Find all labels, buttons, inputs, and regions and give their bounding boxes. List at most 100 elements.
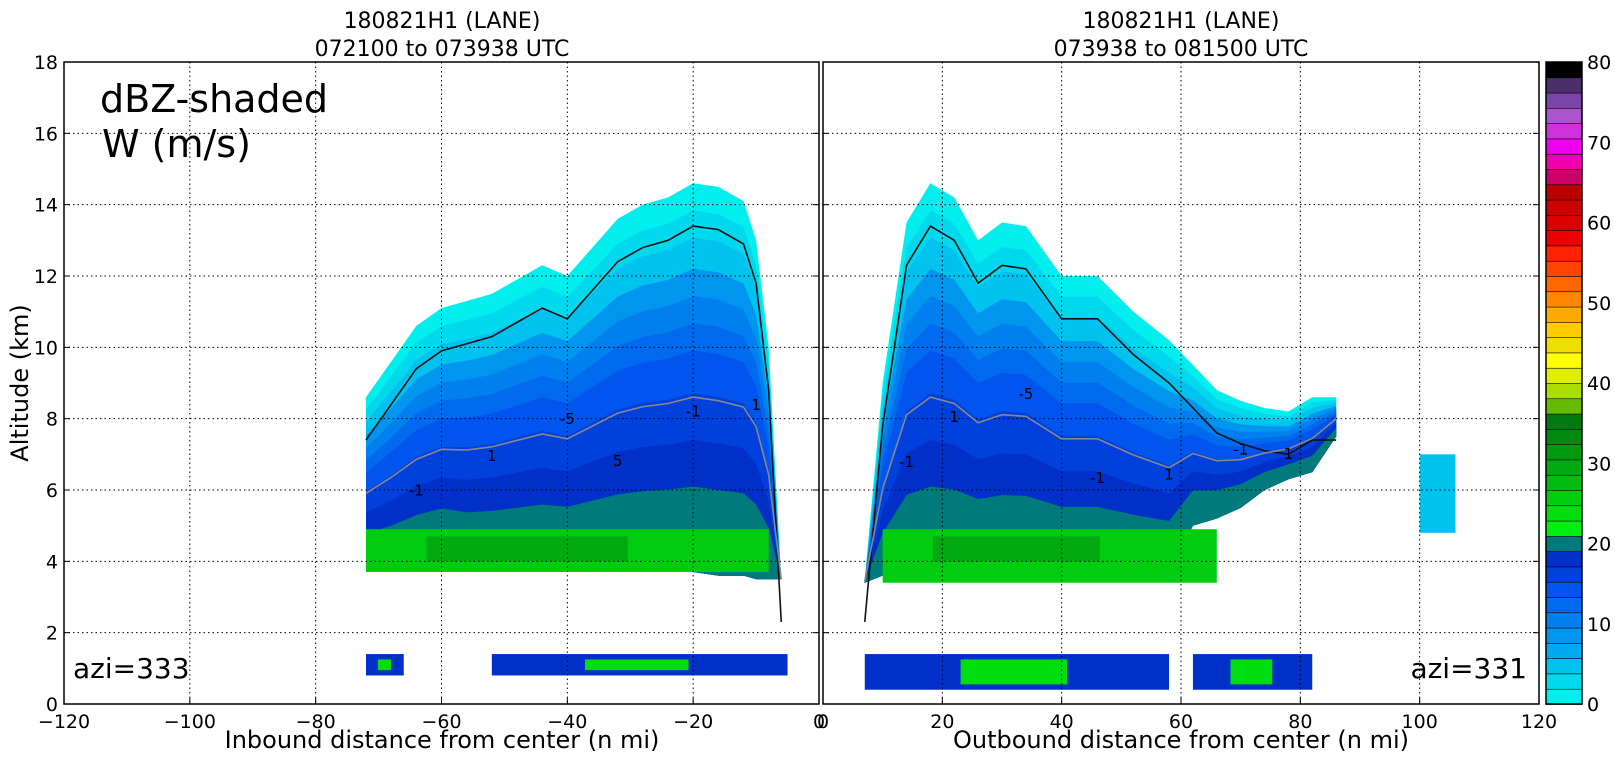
- contour-label: 1: [1284, 445, 1294, 463]
- contour-label: 1: [751, 396, 761, 414]
- colorbar-swatch: [1545, 138, 1583, 155]
- colorbar-swatch: [1545, 657, 1583, 675]
- low-level-echo-core: [960, 659, 1068, 685]
- contour-label: 1: [1164, 465, 1174, 483]
- x-tick-label: 0: [813, 711, 825, 733]
- y-tick-label: 16: [34, 123, 58, 145]
- right-vertical-velocity-contours: -1 1 -5 -1 1 -1 1: [863, 224, 1337, 623]
- downdraft-contour: [365, 396, 783, 580]
- colorbar-tick-label: 10: [1587, 614, 1611, 636]
- right-title-line-2: 073938 to 081500 UTC: [1054, 37, 1309, 62]
- right-x-axis-label: Outbound distance from center (n mi): [953, 726, 1409, 754]
- y-tick-label: 8: [46, 409, 58, 431]
- isolated-echo: [1419, 454, 1456, 533]
- contour-label: -1: [686, 403, 701, 421]
- colorbar-swatch: [1545, 397, 1583, 415]
- colorbar-swatch: [1545, 290, 1583, 308]
- y-tick-label: 4: [46, 551, 58, 573]
- updraft-contour: [365, 225, 783, 623]
- contour-label: -1: [1090, 469, 1105, 487]
- colorbar-swatch: [1545, 520, 1583, 537]
- colorbar-tick-label: 70: [1587, 132, 1611, 154]
- colorbar-swatch: [1545, 611, 1583, 629]
- contour-label: -1: [899, 453, 914, 471]
- contour-label: -5: [560, 410, 575, 428]
- colorbar-tick-label: 60: [1587, 213, 1611, 235]
- colorbar-swatch: [1545, 61, 1583, 79]
- x-tick-label: −100: [164, 711, 216, 733]
- x-tick-label: −40: [547, 711, 587, 733]
- right-reflectivity-field: [864, 183, 1456, 690]
- contour-label: 5: [613, 452, 623, 470]
- x-tick-label: −60: [421, 711, 461, 733]
- colorbar-tick-label: 40: [1587, 373, 1611, 395]
- low-level-echo-core: [584, 659, 689, 671]
- colorbar-swatch: [1545, 550, 1583, 568]
- contour-label: -5: [1018, 385, 1033, 403]
- colorbar-swatch: [1545, 183, 1583, 201]
- bright-band-core: [426, 536, 628, 562]
- annotation-w-units: W (m/s): [102, 122, 251, 166]
- left-panel-title: 180821H1 (LANE) 072100 to 073938 UTC: [315, 9, 570, 62]
- x-tick-label: 60: [1169, 711, 1193, 733]
- colorbar-swatch: [1545, 474, 1583, 491]
- x-tick-label: 40: [1050, 711, 1074, 733]
- contour-label: -1: [409, 482, 424, 500]
- colorbar-swatch: [1545, 367, 1583, 384]
- left-title-line-1: 180821H1 (LANE): [344, 9, 541, 34]
- x-tick-label: 100: [1402, 711, 1438, 733]
- x-tick-label: −20: [673, 711, 713, 733]
- left-x-axis-label: Inbound distance from center (n mi): [225, 726, 660, 754]
- right-panel-title: 180821H1 (LANE) 073938 to 081500 UTC: [1054, 9, 1309, 62]
- colorbar-swatch: [1545, 321, 1583, 338]
- colorbar-swatch: [1545, 642, 1583, 659]
- right-axis-ticks: 0 20 40 60 80 100 120: [817, 61, 1557, 733]
- colorbar-tick-label: 30: [1587, 453, 1611, 475]
- colorbar-swatch: [1545, 336, 1583, 354]
- downdraft-contour: [863, 396, 1337, 582]
- right-title-line-1: 180821H1 (LANE): [1083, 9, 1280, 34]
- colorbar-swatch: [1545, 306, 1583, 323]
- colorbar-swatch: [1545, 627, 1583, 644]
- contour-label: -1: [1233, 440, 1248, 458]
- colorbar-swatch: [1545, 596, 1583, 614]
- colorbar-swatch: [1545, 352, 1583, 369]
- annotation-azimuth-left: azi=333: [73, 652, 190, 685]
- colorbar-swatch: [1545, 260, 1583, 277]
- colorbar-swatch: [1545, 122, 1583, 140]
- colorbar-frame: [1545, 61, 1583, 705]
- colorbar-swatch: [1545, 275, 1583, 293]
- colorbar-swatch: [1545, 168, 1583, 186]
- x-tick-label: 20: [930, 711, 954, 733]
- colorbar-swatch: [1545, 428, 1583, 445]
- y-tick-label: 14: [34, 195, 58, 217]
- x-tick-label: 80: [1288, 711, 1312, 733]
- y-tick-label: 0: [46, 694, 58, 716]
- colorbar-swatch: [1545, 413, 1583, 430]
- left-title-line-2: 072100 to 073938 UTC: [315, 37, 570, 62]
- left-axis-ticks: −120 −100 −80 −60 −40 −20 0 0 2 4 6 8 10 12 14 16 18: [34, 52, 825, 733]
- y-tick-label: 10: [34, 337, 58, 359]
- colorbar-swatch: [1545, 504, 1583, 522]
- y-tick-label: 2: [46, 623, 58, 645]
- colorbar-swatch: [1545, 229, 1583, 247]
- y-tick-label: 18: [34, 52, 58, 74]
- colorbar-swatch: [1545, 673, 1583, 690]
- colorbar-swatch: [1545, 535, 1583, 552]
- y-tick-label: 6: [46, 480, 58, 502]
- dbz-colorbar: 0 10 20 30 40 50 60 70 80: [1545, 52, 1611, 716]
- colorbar-tick-label: 80: [1587, 52, 1611, 74]
- colorbar-swatch: [1545, 459, 1583, 476]
- colorbar-tick-label: 20: [1587, 534, 1611, 556]
- bright-band-core: [932, 536, 1100, 562]
- colorbar-swatch: [1545, 107, 1583, 124]
- left-vertical-velocity-contours: -1 1 -5 5 -1 1: [365, 225, 783, 623]
- colorbar-swatch: [1545, 688, 1583, 705]
- colorbar-swatch: [1545, 199, 1583, 216]
- left-reflectivity-field: [366, 183, 788, 676]
- colorbar-swatch: [1545, 153, 1583, 170]
- annotation-azimuth-right: azi=331: [1410, 652, 1527, 685]
- left-panel-plot: -1 1 -5 5 -1 1 −120 −100 −80 −60 −40 −20 0 0 2 4 6 8 10 12…: [34, 52, 825, 733]
- y-axis-label: Altitude (km): [6, 304, 34, 461]
